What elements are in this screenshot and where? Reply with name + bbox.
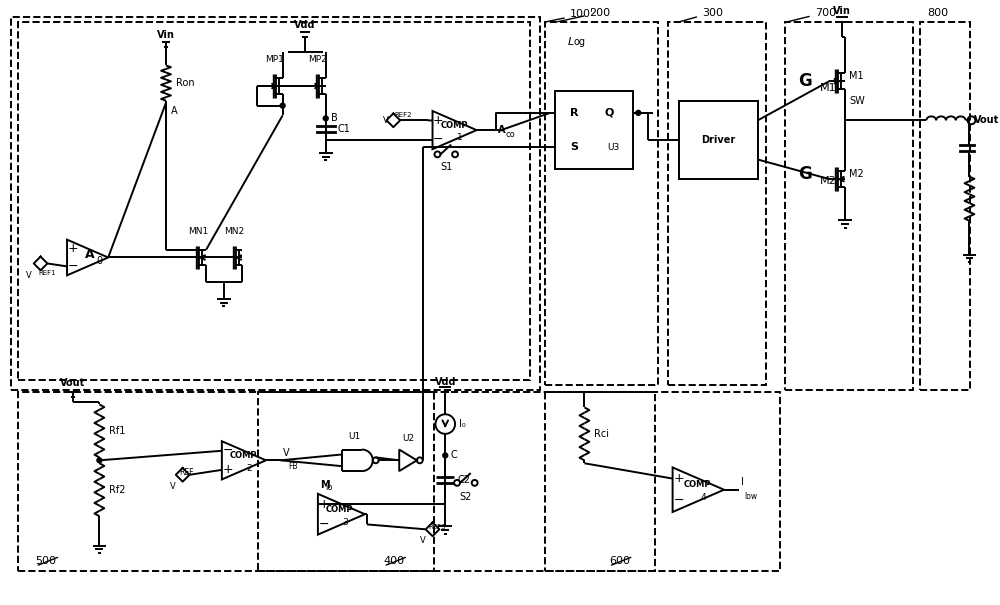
Text: REF2: REF2 — [394, 113, 412, 119]
Text: Vdd: Vdd — [435, 377, 456, 387]
Text: 300: 300 — [680, 7, 723, 22]
Text: U3: U3 — [608, 143, 620, 152]
Bar — [18, 22, 530, 380]
Circle shape — [97, 458, 102, 463]
Circle shape — [280, 103, 285, 108]
Text: Driver: Driver — [702, 135, 736, 145]
Text: −: − — [673, 494, 684, 508]
Text: 600: 600 — [609, 556, 630, 566]
Text: A: A — [85, 248, 94, 261]
Text: Q: Q — [604, 108, 614, 118]
Text: A: A — [498, 125, 506, 135]
Text: MP2: MP2 — [309, 56, 327, 65]
Text: low: low — [745, 492, 758, 501]
Text: −: − — [222, 444, 233, 457]
Circle shape — [636, 111, 641, 116]
Text: R: R — [570, 108, 579, 118]
Text: M2: M2 — [820, 176, 836, 186]
Text: COMP: COMP — [440, 121, 468, 129]
Bar — [668, 22, 766, 385]
Text: Ron: Ron — [176, 78, 194, 88]
Text: −: − — [319, 518, 329, 531]
Text: Vdd: Vdd — [294, 20, 316, 30]
Text: og: og — [574, 37, 586, 47]
Text: L: L — [568, 37, 574, 47]
Text: COMP: COMP — [326, 505, 353, 514]
Text: −: − — [433, 133, 444, 146]
Text: C2: C2 — [457, 475, 470, 485]
Text: Rf1: Rf1 — [109, 426, 126, 436]
Text: Vout: Vout — [60, 378, 86, 388]
Text: MP1: MP1 — [265, 56, 284, 65]
Text: M2: M2 — [849, 169, 864, 179]
Text: 400: 400 — [384, 556, 405, 566]
Text: Vin: Vin — [833, 7, 851, 16]
Text: +: + — [673, 472, 684, 485]
Text: 4: 4 — [700, 493, 706, 502]
Text: Rci: Rci — [594, 429, 609, 439]
Text: U2: U2 — [402, 434, 414, 443]
Bar — [545, 22, 658, 385]
Text: +: + — [318, 497, 329, 511]
Text: −: − — [68, 260, 78, 273]
Text: V: V — [26, 271, 32, 280]
Text: C: C — [450, 451, 457, 460]
Text: COMP: COMP — [683, 480, 711, 489]
Bar — [785, 22, 913, 390]
Text: S1: S1 — [440, 162, 452, 172]
Text: M1: M1 — [820, 83, 836, 93]
Text: U1: U1 — [348, 432, 360, 440]
Text: 0: 0 — [96, 257, 102, 266]
Text: V: V — [420, 536, 426, 545]
Text: 500: 500 — [36, 556, 57, 566]
Text: +: + — [222, 463, 233, 476]
Bar — [920, 22, 970, 390]
Text: Rf2: Rf2 — [109, 485, 126, 495]
Text: A: A — [171, 106, 178, 116]
Text: I: I — [741, 477, 744, 487]
Bar — [679, 100, 758, 179]
Bar — [545, 391, 780, 571]
Text: G: G — [798, 72, 812, 90]
Text: REF: REF — [180, 468, 194, 477]
Text: REF3: REF3 — [429, 525, 446, 531]
Text: REF1: REF1 — [39, 270, 56, 276]
Text: 800: 800 — [920, 7, 948, 22]
Text: io: io — [326, 483, 333, 492]
Text: +: + — [68, 242, 78, 255]
Text: co: co — [505, 129, 515, 139]
Text: FB: FB — [288, 462, 298, 471]
Text: V: V — [383, 116, 388, 125]
Text: 2: 2 — [246, 463, 252, 473]
Text: MN1: MN1 — [188, 227, 208, 236]
Text: 700: 700 — [788, 7, 836, 22]
Bar — [18, 391, 434, 571]
Text: 3: 3 — [342, 517, 348, 526]
Text: C1: C1 — [337, 124, 350, 134]
Text: M: M — [320, 480, 329, 490]
Text: G: G — [798, 165, 812, 183]
Text: I₀: I₀ — [459, 419, 466, 429]
Text: B: B — [331, 113, 337, 123]
Text: S: S — [571, 142, 579, 152]
Text: MN2: MN2 — [225, 227, 245, 236]
Text: Vin: Vin — [157, 30, 175, 40]
Text: S2: S2 — [460, 492, 472, 502]
Bar — [11, 18, 540, 390]
Circle shape — [443, 453, 448, 458]
Text: 1: 1 — [457, 134, 463, 142]
Text: V: V — [170, 482, 176, 491]
Text: 200: 200 — [558, 7, 610, 22]
Text: +: + — [433, 114, 444, 127]
Bar — [555, 91, 633, 169]
Text: V: V — [283, 448, 289, 459]
Text: Vout: Vout — [974, 116, 1000, 125]
Text: COMP: COMP — [230, 451, 257, 460]
Text: M1: M1 — [849, 71, 864, 81]
Circle shape — [323, 116, 328, 121]
Text: SW: SW — [849, 96, 865, 106]
Text: 100': 100' — [546, 10, 594, 22]
Bar — [258, 391, 655, 571]
